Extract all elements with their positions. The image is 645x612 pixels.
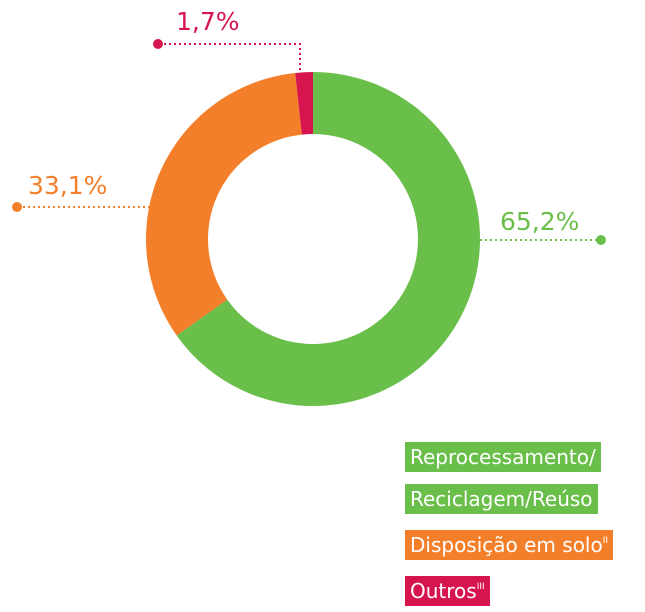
leader-dot [12, 202, 22, 212]
leader-dot [596, 235, 606, 245]
chart: 65,2% 33,1% 1,7% [12, 7, 606, 406]
legend-item: Disposição em soloII [405, 520, 643, 566]
legend-label: Reprocessamento/ Reciclagem/Reúso [405, 442, 601, 514]
value-label: 1,7% [176, 7, 240, 36]
legend-text: Reprocessamento/ Reciclagem/Reúso [410, 445, 596, 511]
value-label: 65,2% [500, 207, 579, 236]
leader-line [158, 43, 301, 70]
legend-item: OutrosIII [405, 566, 643, 612]
legend-label: OutrosIII [405, 576, 490, 606]
legend-item: Reprocessamento/ Reciclagem/Reúso [405, 436, 643, 520]
donut-slice [145, 72, 302, 336]
value-label: 33,1% [28, 171, 107, 200]
legend: Reprocessamento/ Reciclagem/Reúso Disposi… [405, 436, 643, 612]
donut-slice [295, 72, 313, 135]
donut-slice [176, 72, 481, 406]
legend-text: Disposição em solo [410, 533, 603, 557]
legend-text: Outros [410, 579, 477, 603]
legend-label: Disposição em soloII [405, 530, 614, 560]
legend-footnote: III [476, 582, 485, 592]
leader-dot [153, 39, 163, 49]
legend-footnote: II [602, 536, 609, 546]
